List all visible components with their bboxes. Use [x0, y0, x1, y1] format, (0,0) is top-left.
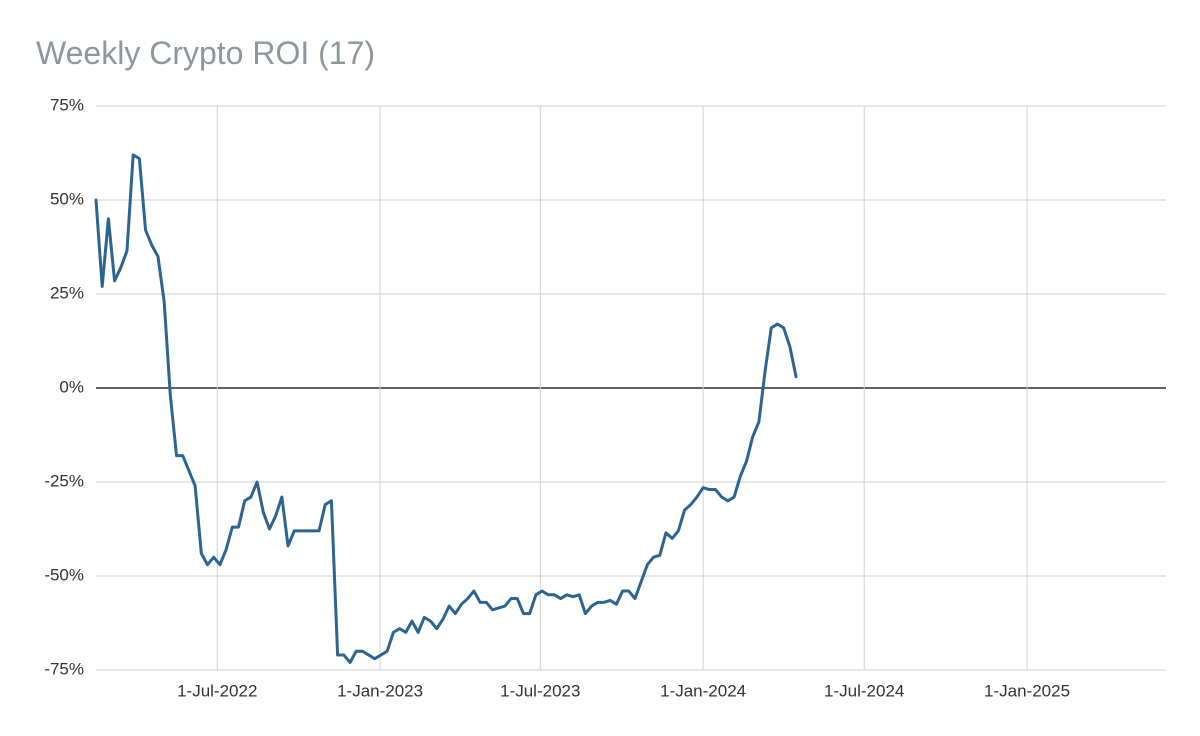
y-tick-label: -25%: [44, 471, 84, 490]
y-tick-label: 50%: [50, 189, 84, 208]
x-tick-label: 1-Jul-2024: [824, 681, 904, 700]
y-tick-label: -50%: [44, 565, 84, 584]
y-tick-label: 25%: [50, 283, 84, 302]
data-line: [94, 153, 798, 664]
x-tick-label: 1-Jan-2025: [984, 681, 1070, 700]
y-tick-label: 75%: [50, 95, 84, 114]
y-tick-label: -75%: [44, 659, 84, 678]
x-tick-label: 1-Jul-2022: [177, 681, 257, 700]
x-tick-label: 1-Jan-2023: [337, 681, 423, 700]
x-tick-label: 1-Jan-2024: [660, 681, 746, 700]
x-tick-label: 1-Jul-2023: [500, 681, 580, 700]
chart-title: Weekly Crypto ROI (17): [36, 35, 375, 71]
y-tick-label: 0%: [59, 377, 84, 396]
